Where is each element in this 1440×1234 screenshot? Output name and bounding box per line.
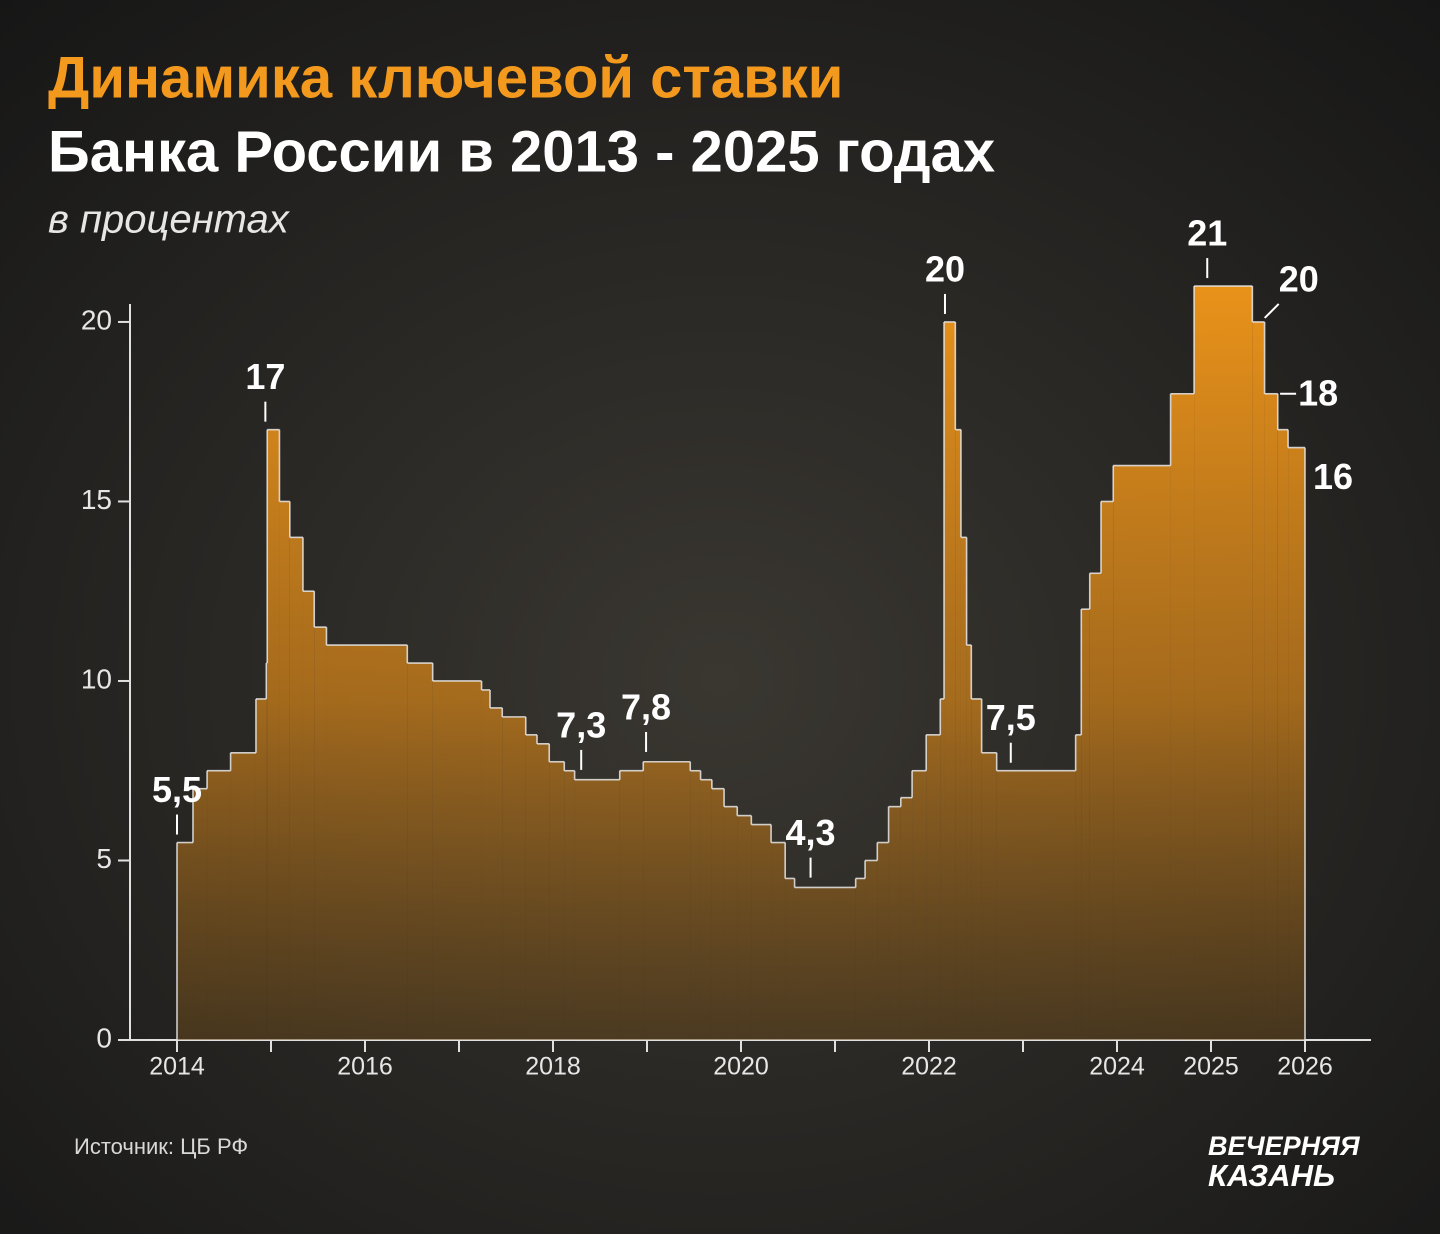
area-step xyxy=(785,878,795,1040)
annotation-label: 18 xyxy=(1298,372,1338,413)
y-tick-label: 10 xyxy=(81,663,112,694)
x-tick-label: 2014 xyxy=(149,1053,205,1081)
logo-line-2: КАЗАНЬ xyxy=(1208,1158,1335,1193)
area-step xyxy=(432,680,482,1040)
area-step xyxy=(643,761,691,1040)
annotation-label: 7,3 xyxy=(556,704,606,745)
area-step xyxy=(564,770,575,1040)
area-step xyxy=(1075,734,1082,1040)
area-step xyxy=(955,429,961,1040)
area-step xyxy=(724,806,738,1040)
area-step xyxy=(737,815,752,1040)
annotation-label: 21 xyxy=(1187,213,1227,254)
annotation-label: 4,3 xyxy=(786,812,836,853)
x-tick-label: 2024 xyxy=(1089,1053,1145,1081)
area-step xyxy=(1288,447,1305,1040)
area-step xyxy=(289,537,303,1040)
y-tick-label: 20 xyxy=(81,304,112,335)
area-step xyxy=(490,707,503,1040)
area-step xyxy=(537,743,550,1040)
title-line-1: Динамика ключевой ставки xyxy=(48,45,843,110)
area-step xyxy=(525,734,538,1040)
title-line-2: Банка России в 2013 - 2025 годах xyxy=(48,119,995,184)
y-tick-label: 15 xyxy=(81,484,112,515)
area-step xyxy=(1264,393,1278,1040)
x-tick-label: 2020 xyxy=(713,1053,769,1081)
area-step xyxy=(981,752,997,1040)
annotation-label: 7,5 xyxy=(986,697,1036,738)
area-step xyxy=(1113,465,1171,1040)
area-step xyxy=(751,824,772,1040)
area-step xyxy=(1252,321,1265,1040)
area-step xyxy=(1081,609,1090,1040)
area-step xyxy=(1277,429,1289,1040)
area-step xyxy=(1101,501,1114,1041)
area-step xyxy=(794,887,856,1040)
x-tick-label: 2026 xyxy=(1277,1053,1333,1081)
annotation-label: 5,5 xyxy=(152,769,202,810)
annotation-label: 17 xyxy=(245,356,285,397)
area-step xyxy=(266,663,268,1040)
area-step xyxy=(302,591,315,1040)
area-step xyxy=(481,689,491,1040)
area-step xyxy=(966,645,972,1040)
area-step xyxy=(711,788,725,1040)
annotation-label: 7,8 xyxy=(621,686,671,727)
area-step xyxy=(1170,393,1195,1040)
area-step xyxy=(690,770,701,1040)
area-step xyxy=(700,779,712,1040)
area-step xyxy=(771,842,786,1040)
annotation-label: 16 xyxy=(1313,456,1353,497)
area-step xyxy=(267,429,280,1040)
area-step xyxy=(502,716,526,1040)
area-step xyxy=(192,788,208,1040)
area-step xyxy=(900,797,913,1040)
area-step xyxy=(865,860,878,1040)
source: Источник: ЦБ РФ xyxy=(74,1134,248,1159)
area-step xyxy=(1089,573,1102,1040)
x-tick-label: 2022 xyxy=(901,1053,957,1081)
x-tick-label: 2016 xyxy=(337,1053,393,1081)
area-step xyxy=(971,698,982,1040)
area-step xyxy=(279,501,290,1041)
area-step xyxy=(177,842,193,1040)
x-tick-label: 2018 xyxy=(525,1053,581,1081)
annotation-label: 20 xyxy=(1279,258,1319,299)
area-step xyxy=(926,734,941,1040)
area-step xyxy=(407,663,433,1040)
area-step xyxy=(960,537,967,1040)
area-step xyxy=(1194,286,1253,1040)
area-step xyxy=(549,761,565,1040)
area-step xyxy=(996,770,1076,1040)
area-step xyxy=(207,770,231,1040)
area-step xyxy=(912,770,927,1040)
x-tick-label: 2025 xyxy=(1183,1053,1239,1081)
subtitle: в процентах xyxy=(48,198,291,242)
logo-line-1: ВЕЧЕРНЯЯ xyxy=(1208,1131,1361,1161)
y-tick-label: 5 xyxy=(96,843,112,874)
area-step xyxy=(855,878,866,1040)
area-step xyxy=(619,770,644,1040)
annotation-leader xyxy=(1263,303,1280,319)
area-step xyxy=(255,698,267,1040)
area-step xyxy=(940,698,945,1040)
area-step xyxy=(314,627,327,1040)
area-step xyxy=(944,321,956,1040)
area-step xyxy=(574,779,620,1040)
area-step xyxy=(326,645,408,1040)
area-step xyxy=(230,752,256,1040)
area-step xyxy=(877,842,889,1040)
y-tick-label: 0 xyxy=(96,1022,112,1053)
annotation-label: 20 xyxy=(925,248,965,289)
area-step xyxy=(888,806,901,1040)
